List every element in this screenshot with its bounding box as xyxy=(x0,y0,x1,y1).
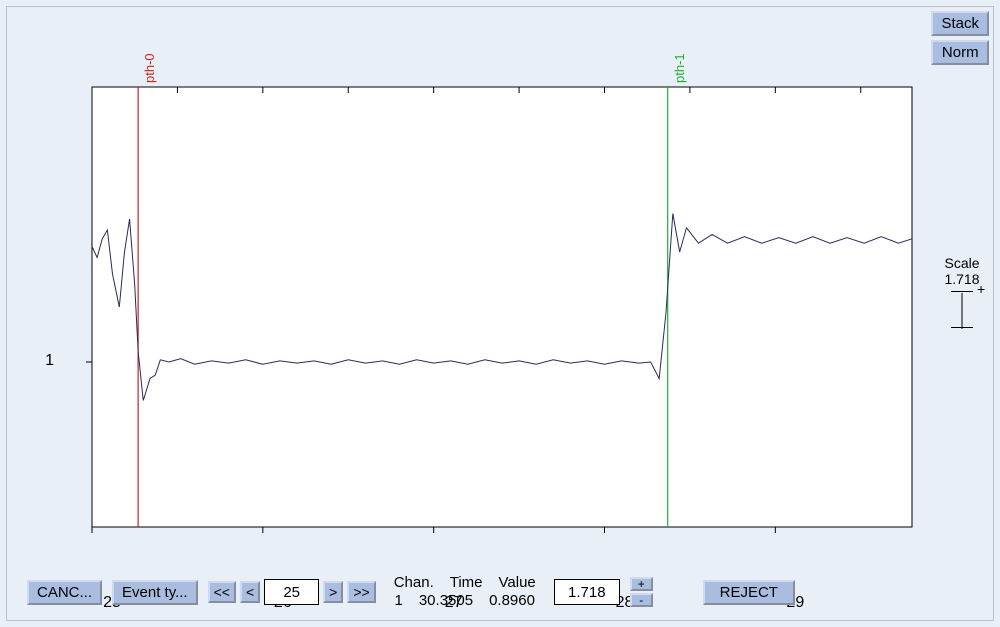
plot-area: 1 2526272829 pth-0pth-1 xyxy=(27,67,922,567)
readout-header-chan: Chan. xyxy=(394,574,434,592)
readout-header-value: Value xyxy=(499,574,536,592)
cursor-readout: Chan. Time Value 1 30.3505 0.8960 xyxy=(394,574,536,610)
y-axis-label: 1 xyxy=(45,352,54,370)
marker-label-pth-0: pth-0 xyxy=(142,53,157,83)
readout-header-time: Time xyxy=(450,574,483,592)
scale-plus-button[interactable]: + xyxy=(630,577,653,591)
app-frame: Stack Norm 1 2526272829 pth-0pth-1 Scale… xyxy=(6,6,994,621)
nav-next-button[interactable]: > xyxy=(323,581,343,603)
page-nav-group: << < > >> xyxy=(208,579,376,605)
top-button-group: Stack Norm xyxy=(931,11,989,65)
cancel-button[interactable]: CANC... xyxy=(27,580,102,605)
stack-button[interactable]: Stack xyxy=(931,11,989,36)
scale-minus-button[interactable]: - xyxy=(630,593,653,607)
norm-button[interactable]: Norm xyxy=(931,40,989,65)
nav-first-button[interactable]: << xyxy=(208,581,236,603)
nav-index-input[interactable] xyxy=(264,579,319,605)
scale-plus-icon: + xyxy=(977,281,985,297)
waveform-plot[interactable] xyxy=(27,67,922,547)
marker-label-pth-1: pth-1 xyxy=(672,53,687,83)
scale-indicator: Scale 1.718 + xyxy=(937,255,987,329)
scale-input[interactable] xyxy=(554,579,620,605)
scale-stepper: + - xyxy=(630,577,653,607)
readout-value: 0.8960 xyxy=(489,592,535,610)
nav-prev-button[interactable]: < xyxy=(240,581,260,603)
scale-bar-icon: + xyxy=(947,291,977,329)
reject-button[interactable]: REJECT xyxy=(703,580,795,605)
scale-title: Scale xyxy=(937,255,987,271)
readout-time: 30.3505 xyxy=(419,592,473,610)
nav-last-button[interactable]: >> xyxy=(347,581,375,603)
readout-chan: 1 xyxy=(395,592,403,610)
bottom-toolbar: CANC... Event ty... << < > >> Chan. Time… xyxy=(27,572,987,612)
event-type-button[interactable]: Event ty... xyxy=(112,580,198,605)
